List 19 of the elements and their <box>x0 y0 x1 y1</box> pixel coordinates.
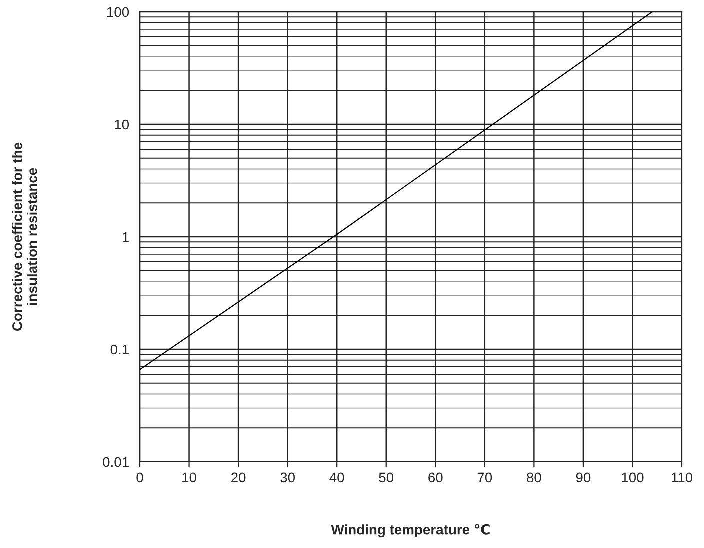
y-tick-label: 1 <box>122 232 129 242</box>
x-tick-label: 90 <box>576 472 591 483</box>
x-tick-label: 0 <box>136 472 144 483</box>
x-tick-label: 70 <box>478 472 492 483</box>
y-tick-label: 0.1 <box>110 344 129 355</box>
x-tick-label: 110 <box>672 472 693 483</box>
y-tick-label: 0.01 <box>103 457 129 468</box>
x-tick-label: 80 <box>527 472 542 483</box>
x-tick-label: 30 <box>280 472 295 483</box>
y-axis-title: Corrective coefficient for the insulation resistance <box>12 142 38 331</box>
y-tick-label: 100 <box>107 7 130 18</box>
x-tick-label: 100 <box>622 472 644 483</box>
x-tick-label: 20 <box>232 472 246 483</box>
x-tick-label: 40 <box>330 472 344 483</box>
x-tick-label: 10 <box>182 472 196 483</box>
x-tick-label: 50 <box>379 472 394 483</box>
x-tick-label: 60 <box>428 472 443 483</box>
x-axis-title: Winding temperature ℃ <box>331 524 490 538</box>
y-tick-label: 10 <box>115 120 130 130</box>
